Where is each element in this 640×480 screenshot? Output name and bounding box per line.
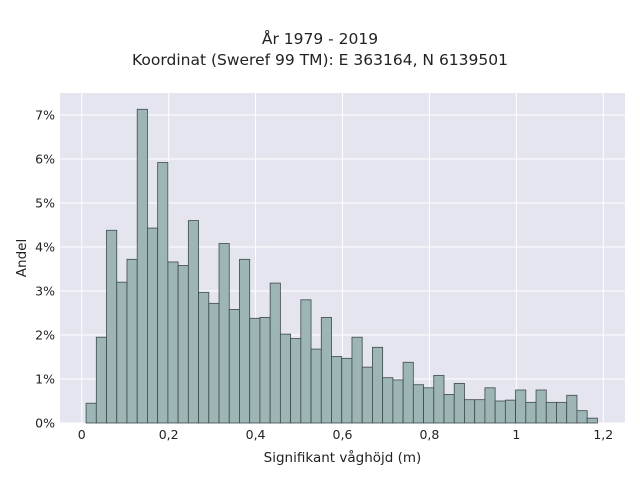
- x-axis-ticks: 0 0,2 0,4 0,6 0,8 1 1,2: [78, 427, 613, 442]
- histogram-bars: [85, 108, 598, 424]
- y-tick-label: 2%: [35, 328, 55, 343]
- histogram-bar: [177, 265, 189, 424]
- histogram-bar: [504, 399, 516, 424]
- histogram-bar: [95, 336, 107, 424]
- chart-title: År 1979 - 2019: [261, 30, 379, 48]
- histogram-bar: [198, 291, 210, 424]
- y-tick-label: 7%: [35, 108, 55, 123]
- histogram-bar: [187, 220, 199, 424]
- y-tick-label: 3%: [35, 284, 55, 299]
- histogram-bar: [351, 336, 363, 424]
- y-tick-label: 6%: [35, 152, 55, 167]
- histogram-bar: [586, 417, 598, 424]
- x-axis-label: Signifikant våghöjd (m): [264, 449, 422, 466]
- histogram-bar: [464, 399, 476, 424]
- histogram-bar: [218, 243, 230, 424]
- x-tick-label: 0: [78, 427, 86, 442]
- histogram-bar: [341, 357, 353, 424]
- histogram-bar: [279, 333, 292, 424]
- histogram-bar: [535, 389, 547, 424]
- x-tick-label: 0,8: [419, 427, 439, 442]
- histogram-bar: [300, 299, 312, 424]
- histogram-bar: [310, 348, 322, 424]
- histogram-bar: [239, 258, 251, 424]
- x-tick-label: 1: [512, 427, 520, 442]
- histogram-bar: [474, 399, 486, 424]
- histogram-bar: [85, 402, 97, 424]
- histogram-bar: [126, 258, 138, 424]
- histogram-bar: [423, 387, 435, 424]
- histogram-bar: [116, 281, 128, 424]
- histogram-bar: [361, 366, 373, 424]
- histogram-bar: [167, 261, 179, 424]
- y-axis-ticks: 0% 1% 2% 3% 4% 5% 6% 7%: [35, 108, 55, 431]
- histogram-bar: [545, 401, 557, 424]
- histogram-bar: [106, 229, 118, 424]
- y-tick-label: 0%: [35, 416, 55, 431]
- histogram-bar: [157, 162, 169, 424]
- chart-subtitle: Koordinat (Sweref 99 TM): E 363164, N 61…: [132, 51, 508, 69]
- y-tick-label: 4%: [35, 240, 55, 255]
- histogram-bar: [269, 282, 281, 424]
- histogram-bar: [372, 346, 384, 424]
- histogram-bar: [331, 356, 343, 424]
- y-tick-label: 1%: [35, 372, 55, 387]
- histogram-bar: [136, 108, 148, 424]
- histogram-bar: [320, 316, 332, 424]
- histogram-bar: [402, 361, 414, 424]
- x-tick-label: 0,4: [246, 427, 266, 442]
- x-tick-label: 1,2: [593, 427, 613, 442]
- histogram-bar: [556, 401, 568, 424]
- histogram-bar: [147, 227, 159, 424]
- histogram-bar: [382, 377, 394, 424]
- histogram-bar: [515, 389, 527, 424]
- histogram-bar: [259, 316, 271, 424]
- histogram-bar: [208, 302, 220, 424]
- x-tick-label: 0,2: [159, 427, 179, 442]
- histogram-bar: [566, 394, 578, 424]
- histogram-bar: [576, 410, 588, 424]
- histogram-bar: [249, 317, 261, 424]
- y-tick-label: 5%: [35, 196, 55, 211]
- histogram-bar: [412, 384, 424, 424]
- histogram-bar: [443, 393, 455, 424]
- histogram-bar: [453, 382, 465, 424]
- histogram-bar: [484, 387, 496, 424]
- histogram-bar: [392, 379, 404, 424]
- x-tick-label: 0,6: [333, 427, 353, 442]
- histogram-bar: [290, 338, 302, 424]
- histogram-bar: [433, 375, 445, 424]
- histogram-bar: [525, 401, 537, 424]
- histogram-bar: [228, 309, 240, 424]
- histogram-bar: [494, 400, 506, 424]
- y-axis-label: Andel: [14, 239, 30, 277]
